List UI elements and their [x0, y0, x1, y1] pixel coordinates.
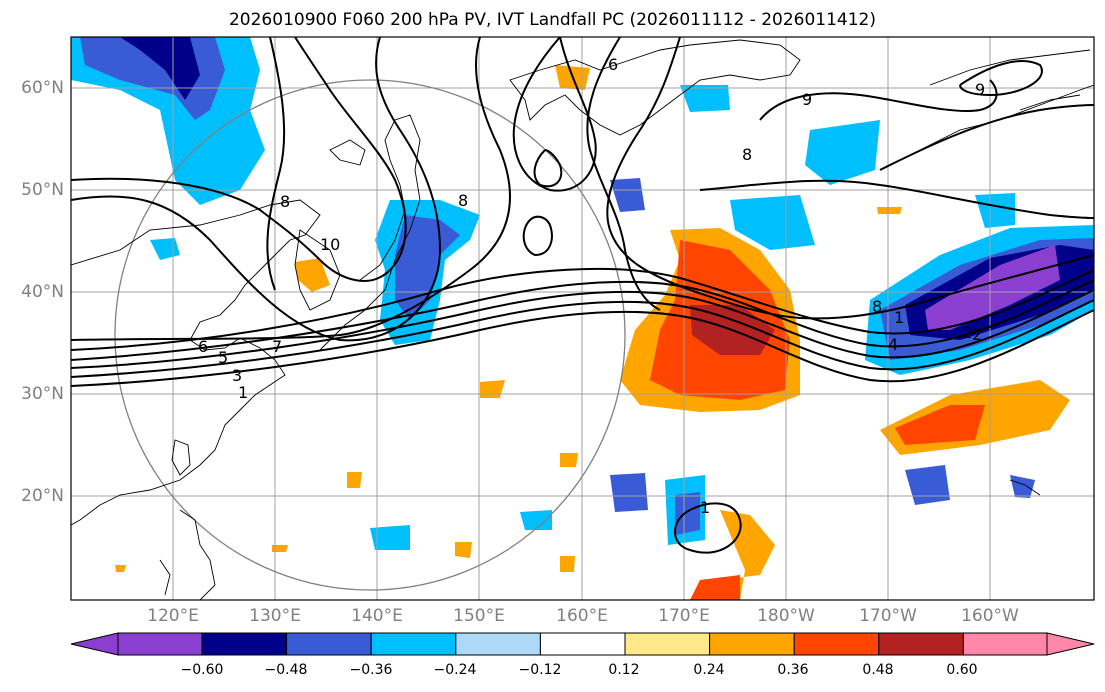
colorbar-segment — [624, 632, 711, 656]
contour-label: 10 — [320, 235, 340, 254]
lon-label: 170°W — [859, 606, 917, 626]
contour-label: 3 — [232, 366, 242, 385]
contour-label: 2 — [962, 323, 972, 342]
colorbar-extend-low — [70, 632, 119, 656]
colorbar-segment — [878, 632, 964, 656]
colorbar-segment — [539, 632, 626, 656]
colorbar-tick-label: 0.60 — [946, 662, 978, 678]
colorbar-tick-label: 0.48 — [862, 662, 894, 678]
colorbar-extend-high — [1046, 632, 1095, 656]
lon-label: 120°E — [147, 606, 199, 626]
lat-label: 20°N — [21, 486, 64, 506]
shade-negative-nw-core — [120, 37, 200, 100]
colorbar-tick-label: 0.24 — [693, 662, 725, 678]
lat-label: 40°N — [21, 282, 64, 302]
lon-label: 130°E — [249, 606, 301, 626]
colorbar-segment — [201, 632, 288, 656]
colorbar-segment — [286, 632, 372, 656]
lon-label: 150°E — [453, 606, 505, 626]
contour-label: 9 — [975, 80, 985, 99]
contour-label: 8 — [872, 297, 882, 316]
colorbar-tick-label: 0.12 — [608, 662, 640, 678]
colorbar-tick-label: −0.24 — [433, 662, 477, 678]
map-plot: 1 2 3 5 6 7 8 8 9 9 10 8 1 4 2 8 1 6 — [70, 36, 1095, 601]
lon-label: 160°W — [961, 606, 1019, 626]
colorbar-tick-label: −0.60 — [180, 662, 224, 678]
colorbar-tick-label: −0.36 — [349, 662, 393, 678]
lon-label: 180°W — [757, 606, 815, 626]
contour-label: 2 — [972, 325, 982, 344]
contour-label: 8 — [742, 145, 752, 164]
colorbar-tick-label: 0.36 — [777, 662, 809, 678]
contour-label: 9 — [802, 90, 812, 109]
map-title: 2026010900 F060 200 hPa PV, IVT Landfall… — [228, 10, 876, 30]
contour-label: 1 — [238, 383, 248, 402]
contour-label: 5 — [218, 348, 228, 367]
contour-label: 8 — [280, 192, 290, 211]
contour-label: 6 — [198, 337, 208, 356]
graticule — [71, 37, 1094, 600]
contour-label: 8 — [458, 191, 468, 210]
colorbar-segment — [117, 632, 203, 656]
contour-labels: 1 2 3 5 6 7 8 8 9 9 10 8 1 4 2 8 1 6 — [198, 55, 985, 517]
contour-label: 4 — [888, 335, 898, 354]
colorbar-segment — [370, 632, 457, 656]
colorbar-segment — [793, 632, 880, 656]
contour-label: 7 — [272, 337, 282, 356]
lon-label: 160°E — [556, 606, 608, 626]
colorbar-tick-label: −0.12 — [518, 662, 562, 678]
colorbar-segment — [709, 632, 795, 656]
lat-label: 30°N — [21, 384, 64, 404]
contour-label: 1 — [700, 498, 710, 517]
colorbar-segment — [455, 632, 541, 656]
lon-label: 170°E — [658, 606, 710, 626]
pv-contours — [71, 37, 1094, 554]
colorbar-segment — [962, 632, 1048, 656]
lon-label: 140°E — [351, 606, 403, 626]
lat-label: 50°N — [21, 180, 64, 200]
lat-label: 60°N — [21, 78, 64, 98]
colorbar-tick-label: −0.48 — [264, 662, 308, 678]
radius-circle — [114, 79, 626, 591]
contour-label: 6 — [608, 55, 618, 74]
contour-label: 1 — [894, 308, 904, 327]
